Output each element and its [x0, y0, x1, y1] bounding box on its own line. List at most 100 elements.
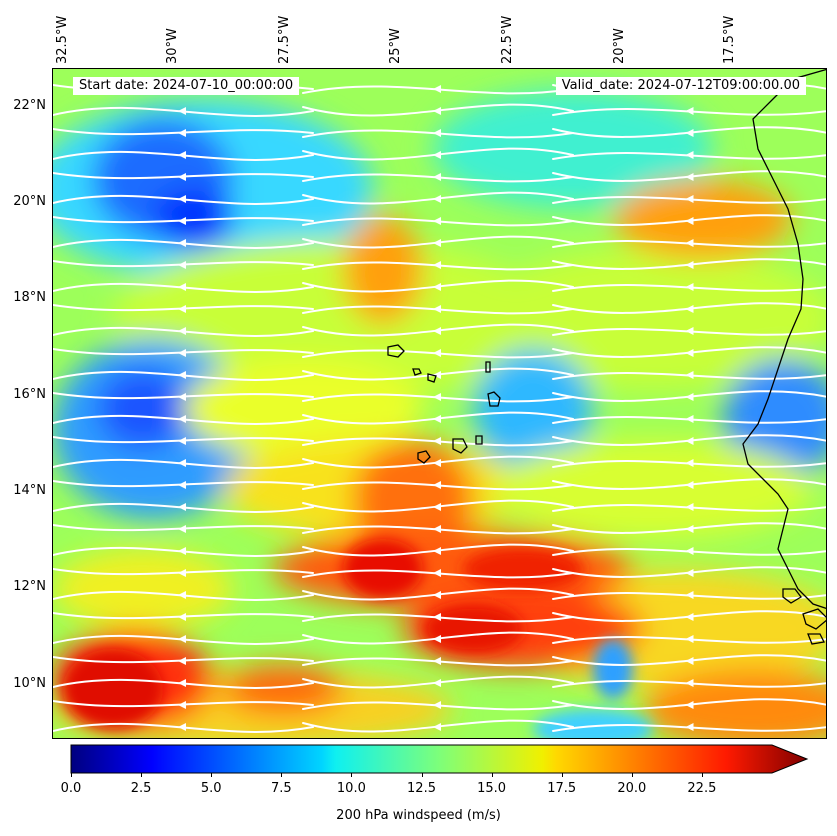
streamline-arrow	[178, 635, 186, 643]
streamlines	[53, 82, 826, 733]
streamline-arrow	[433, 217, 441, 225]
speed-cores	[63, 539, 653, 738]
colorbar-tick-mark	[141, 773, 143, 777]
start-date: Start date: 2024-07-10_00:00:00	[73, 77, 300, 95]
streamline-arrow	[685, 393, 694, 401]
streamline-arrow	[178, 239, 186, 247]
streamline-arrow	[433, 437, 441, 445]
streamline-arrow	[433, 151, 441, 159]
streamline-arrow	[433, 371, 441, 379]
streamline-arrow	[685, 723, 694, 731]
streamline-arrow	[685, 437, 694, 445]
streamline-arrow	[685, 503, 694, 511]
streamline-arrow	[178, 591, 186, 599]
streamline-arrow	[433, 349, 441, 357]
streamline-arrow	[433, 393, 441, 401]
lon-label-25w: 25°W	[388, 28, 403, 64]
colorbar	[70, 744, 809, 774]
streamline-arrow	[178, 217, 186, 225]
streamline-arrow	[685, 195, 694, 203]
streamline-arrow	[685, 217, 694, 225]
streamline-arrow	[685, 635, 694, 643]
streamline-arrow	[178, 503, 186, 511]
streamline-arrow	[178, 723, 186, 731]
streamline-arrow	[433, 107, 441, 115]
streamline-arrow	[685, 129, 694, 137]
streamline-arrow	[433, 85, 441, 93]
streamline-arrow	[433, 459, 441, 467]
streamline-arrow	[433, 657, 441, 665]
lat-label-22n: 22°N	[13, 98, 46, 113]
colorbar-tick-mark	[71, 773, 72, 777]
streamline-arrow	[178, 459, 186, 467]
streamline-arrow	[433, 481, 441, 489]
streamline-arrow	[685, 107, 694, 115]
streamline-arrow	[178, 129, 186, 137]
streamline-arrow	[433, 239, 441, 247]
wind-map: Start date: 2024-07-10_00:00:00 Valid_da…	[52, 68, 827, 739]
streamline-arrow	[685, 371, 694, 379]
streamline-arrow	[685, 679, 694, 687]
streamline-arrow	[178, 107, 186, 115]
colorbar-tick-label: 2.5	[130, 781, 152, 796]
colorbar-tick-mark	[421, 773, 423, 777]
streamline-arrow	[685, 305, 694, 313]
streamline-arrow	[685, 569, 694, 577]
streamline-arrow	[685, 239, 694, 247]
streamline-arrow	[685, 415, 694, 423]
lon-label-30w: 30°W	[165, 28, 180, 64]
streamline-arrow	[178, 569, 186, 577]
streamline-arrow	[178, 525, 186, 533]
streamline-arrow	[433, 525, 441, 533]
streamline-arrow	[685, 459, 694, 467]
streamline-arrow	[178, 613, 186, 621]
colorbar-tick-mark	[351, 773, 353, 777]
streamline-arrow	[178, 349, 186, 357]
colorbar-tick-mark	[281, 773, 283, 777]
colorbar-tick-label: 0.0	[60, 781, 82, 796]
colorbar-tick-mark	[631, 773, 633, 777]
streamline-arrow	[433, 613, 441, 621]
colorbar-tick-label: 12.5	[407, 781, 436, 796]
streamline-arrow	[433, 547, 441, 555]
streamline-arrow	[685, 591, 694, 599]
streamline-arrow	[433, 679, 441, 687]
lat-label-20n: 20°N	[13, 194, 46, 209]
streamline-arrow	[685, 349, 694, 357]
lon-label-32-5w: 32.5°W	[55, 15, 70, 64]
streamline-arrow	[685, 657, 694, 665]
lat-label-10n: 10°N	[13, 676, 46, 691]
colorbar-tick-label: 15.0	[477, 781, 507, 796]
lon-label-20w: 20°W	[612, 28, 627, 64]
streamline-arrow	[178, 657, 186, 665]
streamline-arrow	[178, 679, 186, 687]
streamline-arrow	[433, 635, 441, 643]
streamline-arrow	[433, 591, 441, 599]
colorbar-tick-label: 10.0	[336, 781, 366, 796]
streamline-arrow	[685, 547, 694, 555]
streamline-arrow	[433, 569, 441, 577]
streamline-arrow	[178, 393, 186, 401]
lon-label-27-5w: 27.5°W	[277, 15, 292, 64]
lon-label-22-5w: 22.5°W	[500, 15, 515, 64]
streamline-arrow	[433, 173, 441, 181]
lat-label-14n: 14°N	[13, 483, 46, 498]
streamline-arrow	[685, 173, 694, 181]
streamline-arrow	[433, 261, 441, 269]
lat-label-18n: 18°N	[13, 290, 46, 305]
streamline-arrow	[685, 613, 694, 621]
colorbar-tick-mark	[491, 773, 493, 777]
streamline-arrow	[178, 261, 186, 269]
streamline-arrow	[685, 327, 694, 335]
lat-label-12n: 12°N	[13, 579, 46, 594]
streamline-arrow	[178, 195, 186, 203]
colorbar-tick-label: 17.5	[547, 781, 577, 796]
colorbar-tick-label: 20.0	[617, 781, 647, 796]
streamline-arrow	[685, 701, 694, 709]
streamline-arrow	[685, 283, 694, 291]
valid-date: Valid_date: 2024-07-12T09:00:00.00	[555, 77, 806, 95]
streamline-arrow	[433, 723, 441, 731]
streamline-arrow	[685, 525, 694, 533]
colorbar-tick-mark	[561, 773, 563, 777]
lon-label-17-5w: 17.5°W	[722, 15, 737, 64]
